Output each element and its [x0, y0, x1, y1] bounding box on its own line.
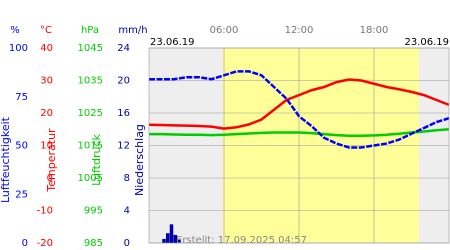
date-end: 23.06.19 — [404, 37, 449, 48]
axis-unit: °C — [40, 25, 52, 36]
y-tick-label: 1005 — [78, 173, 103, 184]
axis-label: Luftdruck — [90, 133, 103, 185]
axis-unit: hPa — [81, 25, 99, 36]
y-tick-label: 30 — [40, 76, 53, 87]
y-tick-label: 1015 — [78, 141, 103, 152]
axis-label: Niederschlag — [133, 124, 146, 196]
y-tick-label: 985 — [84, 238, 103, 249]
y-tick-label: -20 — [37, 238, 53, 249]
y-tick-label: 1035 — [78, 76, 103, 87]
series-line — [148, 78, 450, 130]
series-line — [149, 70, 450, 149]
y-tick-label: -10 — [37, 206, 53, 217]
rain-bar — [166, 233, 170, 243]
y-tick-label: 995 — [84, 206, 103, 217]
y-tick-label: 12 — [117, 141, 130, 152]
x-tick-label: 18:00 — [360, 25, 389, 36]
axis-unit: % — [10, 25, 20, 36]
date-start: 23.06.19 — [150, 37, 195, 48]
axis-unit: mm/h — [118, 25, 147, 36]
created-note: Erstellt: 17.09.2025 04:57 — [176, 235, 307, 246]
rain-bar — [177, 239, 181, 243]
axis-label: Temperatur — [45, 128, 58, 193]
y-tick-label: 75 — [15, 92, 28, 103]
y-tick-label: 50 — [15, 141, 28, 152]
y-tick-label: 4 — [124, 206, 130, 217]
y-tick-label: 40 — [40, 43, 53, 54]
y-tick-label: 0 — [124, 238, 130, 249]
series-line — [149, 128, 450, 137]
x-tick-label: 12:00 — [285, 25, 314, 36]
rain-bar — [169, 224, 174, 243]
x-tick-label: 06:00 — [210, 25, 239, 36]
y-tick-label: 8 — [124, 173, 130, 184]
y-tick-label: 100 — [9, 43, 28, 54]
y-tick-label: 1025 — [78, 108, 103, 119]
y-tick-label: 10 — [40, 141, 53, 152]
plot-frame — [148, 47, 450, 244]
y-tick-label: 1045 — [78, 43, 103, 54]
y-tick-label: 16 — [117, 108, 130, 119]
rain-bar — [162, 238, 166, 243]
y-tick-label: 25 — [15, 189, 28, 200]
y-tick-label: 24 — [117, 43, 130, 54]
rain-bar — [173, 234, 177, 243]
y-tick-label: 0 — [47, 173, 53, 184]
y-tick-label: 20 — [117, 76, 130, 87]
axis-label: Luftfeuchtigkeit — [0, 116, 12, 203]
y-tick-label: 20 — [40, 108, 53, 119]
y-tick-label: 0 — [22, 238, 28, 249]
